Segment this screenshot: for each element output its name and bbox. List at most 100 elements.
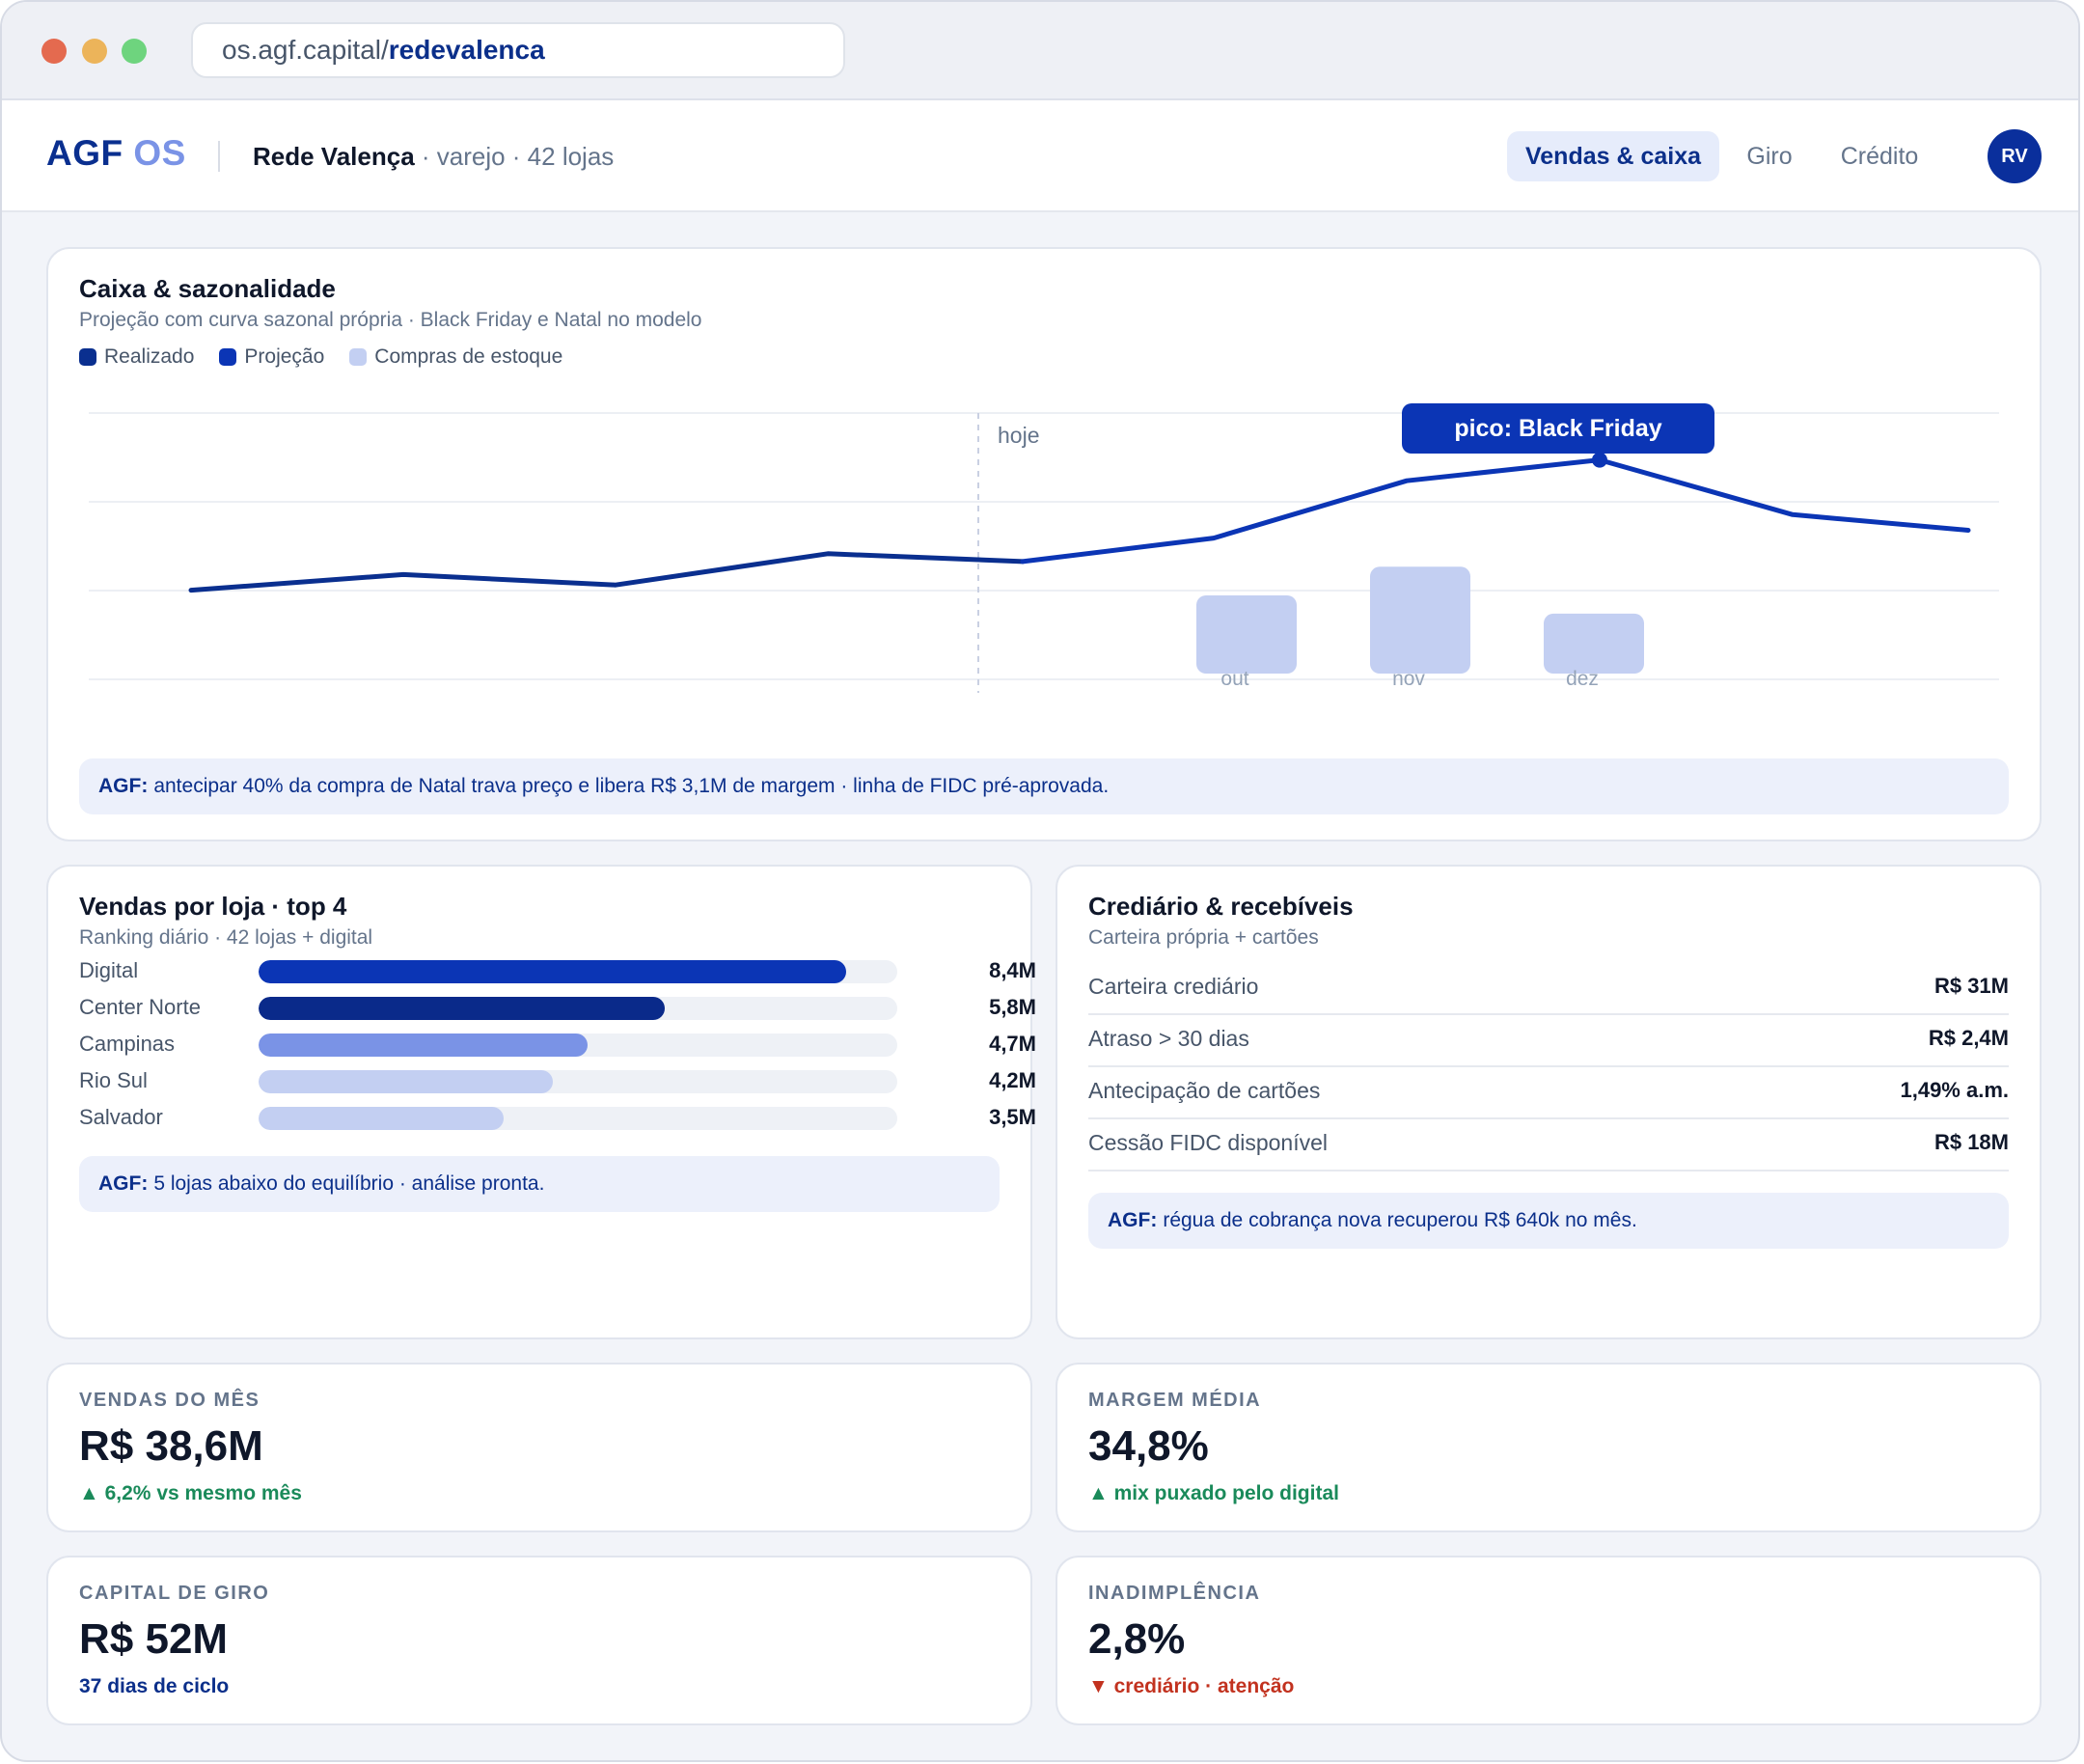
inventory-bars bbox=[1196, 566, 1644, 674]
store-bar-row: Center Norte 5,8M bbox=[79, 994, 1036, 1021]
brand-logo[interactable]: AGF OS bbox=[46, 133, 186, 174]
bar-fill bbox=[259, 1070, 553, 1093]
kpi-delta: 37 dias de ciclo bbox=[79, 1675, 230, 1697]
store-label: Campinas bbox=[79, 1032, 176, 1056]
kpi-label: VENDAS DO MÊS bbox=[79, 1390, 260, 1411]
org-meta: · varejo · 42 lojas bbox=[414, 142, 615, 171]
kpi-value: R$ 52M bbox=[79, 1615, 229, 1663]
store-value: 5,8M bbox=[989, 995, 1036, 1019]
user-avatar[interactable]: RV bbox=[1988, 129, 2042, 183]
legend-swatch bbox=[349, 348, 368, 366]
x-tick-label: out bbox=[1220, 668, 1248, 690]
cashflow-card: Caixa & sazonalidade Projeção com curva … bbox=[46, 247, 2042, 841]
card-title: Vendas por loja · top 4 bbox=[79, 892, 347, 921]
card-subtitle: Ranking diário · 42 lojas + digital bbox=[79, 926, 373, 949]
chart-grid bbox=[89, 412, 1999, 680]
row-label: Atraso > 30 dias bbox=[1088, 1026, 1249, 1051]
legend-item-projecao: Projeção bbox=[219, 345, 324, 369]
legend-swatch bbox=[79, 348, 96, 366]
legend-label: Projeção bbox=[244, 345, 325, 368]
url-path: redevalenca bbox=[388, 35, 545, 65]
agf-label: AGF: bbox=[1108, 1209, 1158, 1231]
tab-credito[interactable]: Crédito bbox=[1840, 142, 1919, 170]
kpi-margem-media: MARGEM MÉDIA 34,8% ▲ mix puxado pelo dig… bbox=[1056, 1363, 2042, 1532]
org-name: Rede Valença bbox=[253, 142, 415, 171]
browser-toolbar: os.agf.capital/redevalenca bbox=[2, 2, 2078, 100]
x-tick-label: dez bbox=[1566, 668, 1599, 690]
card-subtitle: Carteira própria + cartões bbox=[1088, 926, 1319, 949]
tab-giro[interactable]: Giro bbox=[1746, 142, 1793, 170]
store-bar-row: Rio Sul 4,2M bbox=[79, 1067, 1036, 1094]
bar-fill bbox=[259, 1107, 504, 1130]
credit-row-antecipacao: Antecipação de cartões 1,49% a.m. bbox=[1088, 1065, 2009, 1119]
card-title: Caixa & sazonalidade bbox=[79, 274, 336, 303]
kpi-value: 34,8% bbox=[1088, 1422, 1209, 1470]
maximize-window-button[interactable] bbox=[122, 39, 147, 64]
url-host: os.agf.capital/ bbox=[222, 35, 389, 65]
credit-receivables-card: Crediário & recebíveis Carteira própria … bbox=[1056, 865, 2042, 1339]
inventory-bar-nov bbox=[1370, 566, 1470, 674]
bar-fill bbox=[259, 1034, 588, 1057]
credit-row-atraso: Atraso > 30 dias R$ 2,4M bbox=[1088, 1013, 2009, 1067]
insight-text: régua de cobrança nova recuperou R$ 640k… bbox=[1163, 1209, 1637, 1231]
inventory-bar-dez bbox=[1544, 613, 1644, 674]
bar-track bbox=[259, 1107, 897, 1130]
legend-label: Compras de estoque bbox=[374, 345, 563, 368]
agf-label: AGF: bbox=[98, 1172, 149, 1195]
credit-row-fidc: Cessão FIDC disponível R$ 18M bbox=[1088, 1117, 2009, 1171]
bar-track bbox=[259, 960, 897, 983]
legend-label: Realizado bbox=[104, 345, 195, 368]
kpi-value: R$ 38,6M bbox=[79, 1422, 263, 1470]
series-projecao-line bbox=[1020, 457, 1971, 565]
kpi-vendas-mes: VENDAS DO MÊS R$ 38,6M ▲ 6,2% vs mesmo m… bbox=[46, 1363, 1032, 1532]
legend-item-compras: Compras de estoque bbox=[349, 345, 562, 369]
address-bar[interactable]: os.agf.capital/redevalenca bbox=[191, 22, 845, 78]
x-axis-ticks: out nov dez bbox=[1220, 668, 1599, 690]
row-value: R$ 18M bbox=[1933, 1130, 2009, 1154]
app-header: AGF OS Rede Valença · varejo · 42 lojas … bbox=[2, 100, 2078, 212]
bar-track bbox=[259, 1034, 897, 1057]
store-label: Salvador bbox=[79, 1105, 163, 1129]
today-label: hoje bbox=[998, 423, 1039, 448]
card-title: Crediário & recebíveis bbox=[1088, 892, 1354, 921]
brand-secondary: OS bbox=[133, 133, 186, 173]
store-label: Center Norte bbox=[79, 995, 201, 1019]
store-bar-row: Digital 8,4M bbox=[79, 957, 1036, 984]
row-label: Carteira crediário bbox=[1088, 974, 1259, 999]
kpi-delta: ▲ mix puxado pelo digital bbox=[1088, 1482, 1339, 1504]
row-value: R$ 31M bbox=[1933, 974, 2009, 998]
kpi-delta: ▲ 6,2% vs mesmo mês bbox=[79, 1482, 302, 1504]
cashflow-chart: hoje pico: Black Friday out nov dez bbox=[89, 403, 1999, 693]
chart-legend: Realizado Projeção Compras de estoque bbox=[79, 345, 588, 369]
agf-insight-credit: AGF: régua de cobrança nova recuperou R$ … bbox=[1088, 1193, 2009, 1249]
insight-text: 5 lojas abaixo do equilíbrio · análise p… bbox=[153, 1172, 545, 1195]
minimize-window-button[interactable] bbox=[82, 39, 107, 64]
store-value: 3,5M bbox=[989, 1105, 1036, 1129]
store-value: 4,7M bbox=[989, 1032, 1036, 1056]
kpi-label: CAPITAL DE GIRO bbox=[79, 1583, 270, 1604]
kpi-inadimplencia: INADIMPLÊNCIA 2,8% ▼ crediário · atenção bbox=[1056, 1556, 2042, 1725]
credit-row-carteira: Carteira crediário R$ 31M bbox=[1088, 961, 2009, 1015]
agf-insight-cashflow: AGF: antecipar 40% da compra de Natal tra… bbox=[79, 758, 2009, 814]
peak-point bbox=[1592, 452, 1607, 468]
store-value: 4,2M bbox=[989, 1068, 1036, 1092]
close-window-button[interactable] bbox=[41, 39, 67, 64]
store-value: 8,4M bbox=[989, 958, 1036, 982]
tab-vendas-caixa[interactable]: Vendas & caixa bbox=[1507, 131, 1719, 181]
x-tick-label: nov bbox=[1392, 668, 1425, 690]
kpi-value: 2,8% bbox=[1088, 1615, 1186, 1663]
row-label: Antecipação de cartões bbox=[1088, 1078, 1321, 1103]
legend-swatch bbox=[219, 348, 237, 366]
card-subtitle: Projeção com curva sazonal própria · Bla… bbox=[79, 309, 702, 331]
store-label: Rio Sul bbox=[79, 1068, 148, 1092]
brand-primary: AGF bbox=[46, 133, 123, 173]
header-divider bbox=[218, 141, 220, 172]
agf-insight-sales: AGF: 5 lojas abaixo do equilíbrio · análi… bbox=[79, 1156, 1000, 1212]
bar-track bbox=[259, 997, 897, 1020]
store-bar-row: Salvador 3,5M bbox=[79, 1104, 1036, 1131]
peak-tooltip-label: pico: Black Friday bbox=[1454, 415, 1661, 442]
row-value: 1,49% a.m. bbox=[1900, 1078, 2009, 1102]
row-label: Cessão FIDC disponível bbox=[1088, 1130, 1328, 1155]
agf-label: AGF: bbox=[98, 775, 149, 797]
